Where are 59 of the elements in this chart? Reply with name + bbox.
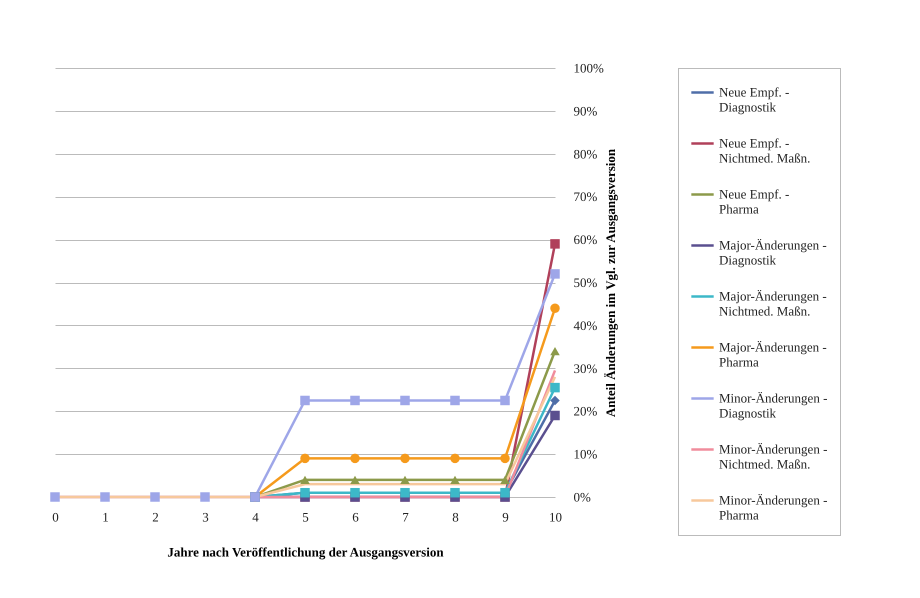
y-tick-label: 10% [574,446,598,462]
y-tick-label: 80% [574,146,598,162]
y-tick-label: 60% [574,232,598,248]
point [400,396,410,406]
point [450,396,460,406]
legend-label: Minor-Änderungen - Diagnostik [719,390,828,420]
point [550,269,560,279]
point [450,454,460,464]
point [450,476,460,484]
point [100,492,110,502]
x-tick-label: 9 [502,510,509,524]
y-tick-label: 0% [574,490,591,504]
point [500,396,510,406]
point [550,410,560,420]
y-tick-label: 30% [574,360,598,376]
point [300,476,310,484]
point [550,239,560,249]
legend-label: Major-Änderungen - Pharma [719,340,827,370]
point [550,304,560,313]
point [500,476,510,484]
point [350,476,360,484]
x-tick-label: 10 [549,510,562,524]
x-tick-label: 3 [202,510,209,524]
y-axis-title: Anteil Änderungen im Vgl. zur Ausgangsversion [602,148,618,418]
legend-label: Neue Empf. - Pharma [719,186,790,216]
point [500,454,510,464]
point [150,492,160,502]
x-tick-label: 6 [352,510,360,524]
point [200,492,210,502]
point [300,454,310,464]
point [550,382,560,392]
x-tick-label: 0 [52,510,59,524]
point [50,492,60,502]
point [550,396,560,406]
x-tick-label: 1 [102,510,109,524]
y-tick-label: 70% [574,189,598,204]
x-tick-label: 4 [252,510,260,524]
x-tick-label: 5 [302,510,309,524]
point [400,454,410,464]
y-tick-label: 20% [574,404,598,419]
y-tick-label: 100% [574,60,604,76]
x-axis-title: Jahre nach Veröffentlichung der Ausgangsversion [167,544,444,560]
point [350,454,360,464]
legend-label: Neue Empf. - Diagnostik [719,84,790,114]
legend-label: Major-Änderungen - Diagnostik [719,238,827,268]
point [350,396,360,406]
legend-label: Neue Empf. - Nichtmed. Maßn. [719,136,810,166]
point [300,396,310,406]
legend-label: Major-Änderungen - Nichtmed. Maßn. [719,288,827,318]
x-tick-label: 7 [402,510,410,524]
legend-label: Minor-Änderungen - Nichtmed. Maßn. [719,442,828,472]
x-tick-label: 8 [452,510,459,524]
y-tick-label: 50% [574,275,598,290]
y-tick-label: 40% [574,318,598,333]
point [400,476,410,484]
x-tick-label: 2 [152,510,159,524]
point [550,347,560,356]
legend-label: Minor-Änderungen - Pharma [719,492,828,522]
y-tick-label: 90% [574,103,598,118]
